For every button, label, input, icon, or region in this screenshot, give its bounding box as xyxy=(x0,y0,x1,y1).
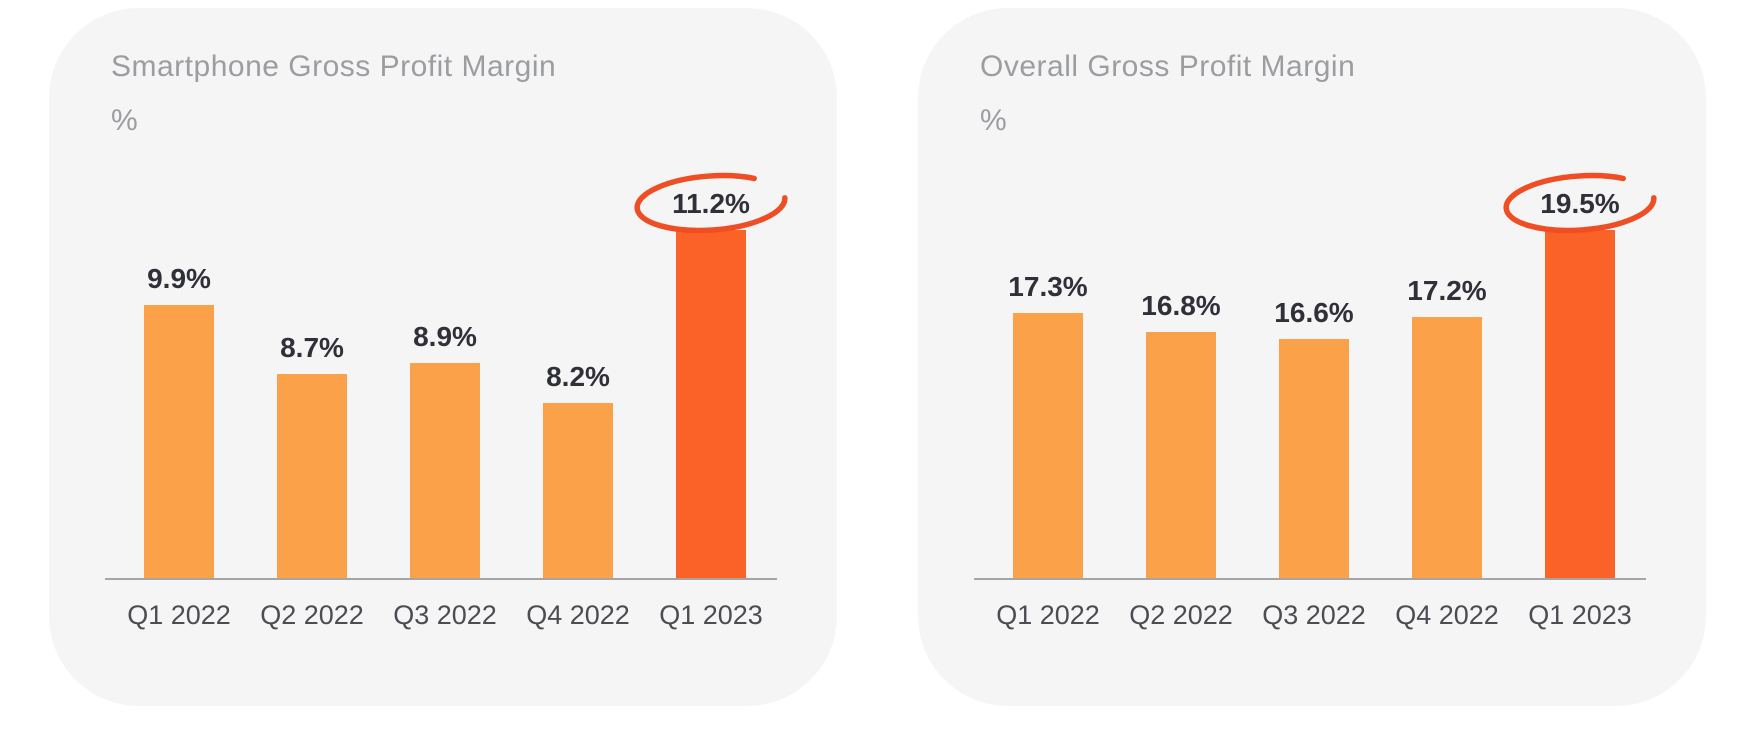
x-axis-tick-label: Q2 2022 xyxy=(260,600,364,630)
bar-q4-2022 xyxy=(1412,317,1482,578)
bar-value-label: 11.2% xyxy=(672,188,750,219)
overall-margin-chart-card: Overall Gross Profit Margin % 17.3% Q1 20… xyxy=(918,8,1706,706)
x-axis-line xyxy=(105,578,777,580)
x-axis-line xyxy=(974,578,1646,580)
bar-q3-2022 xyxy=(1279,339,1349,578)
bar-q1-2022 xyxy=(144,305,214,578)
bar-value-label: 8.7% xyxy=(280,332,344,363)
x-axis-tick-label: Q1 2022 xyxy=(996,600,1100,630)
bar-q1-2023 xyxy=(1545,230,1615,578)
bar-value-label: 19.5% xyxy=(1540,188,1620,219)
x-axis-tick-label: Q3 2022 xyxy=(393,600,497,630)
x-axis-tick-label: Q4 2022 xyxy=(526,600,630,630)
bar-q1-2022 xyxy=(1013,313,1083,578)
x-axis-tick-label: Q1 2023 xyxy=(1528,600,1632,630)
chart-title: Overall Gross Profit Margin xyxy=(980,50,1356,83)
bar-value-label: 17.2% xyxy=(1407,275,1487,306)
bar-value-label: 16.6% xyxy=(1274,297,1354,328)
bar-value-label: 16.8% xyxy=(1141,290,1221,321)
smartphone-margin-plot: 9.9% Q1 2022 8.7% Q2 2022 8.9% Q3 2022 8.2% Q4 … xyxy=(49,8,837,706)
bar-value-label: 8.9% xyxy=(413,321,477,352)
bar-value-label: 8.2% xyxy=(546,361,610,392)
x-axis-tick-label: Q2 2022 xyxy=(1129,600,1233,630)
x-axis-tick-label: Q1 2022 xyxy=(127,600,231,630)
overall-margin-plot: 17.3% Q1 2022 16.8% Q2 2022 16.6% Q3 2022 17.2… xyxy=(918,8,1706,706)
chart-unit-label: % xyxy=(980,104,1007,137)
bar-q4-2022 xyxy=(543,403,613,578)
bar-q3-2022 xyxy=(410,363,480,578)
chart-header: Overall Gross Profit Margin % xyxy=(980,50,1355,138)
chart-unit-label: % xyxy=(111,104,138,137)
bar-value-label: 9.9% xyxy=(147,263,211,294)
x-axis-tick-label: Q3 2022 xyxy=(1262,600,1366,630)
x-axis-tick-label: Q1 2023 xyxy=(659,600,763,630)
smartphone-margin-chart-card: Smartphone Gross Profit Margin % 9.9% Q1 … xyxy=(49,8,837,706)
bar-q1-2023 xyxy=(676,230,746,578)
bar-q2-2022 xyxy=(1146,332,1216,578)
x-axis-tick-label: Q4 2022 xyxy=(1395,600,1499,630)
chart-header: Smartphone Gross Profit Margin % xyxy=(111,50,556,138)
bar-q2-2022 xyxy=(277,374,347,578)
bar-value-label: 17.3% xyxy=(1008,271,1088,302)
chart-title: Smartphone Gross Profit Margin xyxy=(111,50,557,83)
